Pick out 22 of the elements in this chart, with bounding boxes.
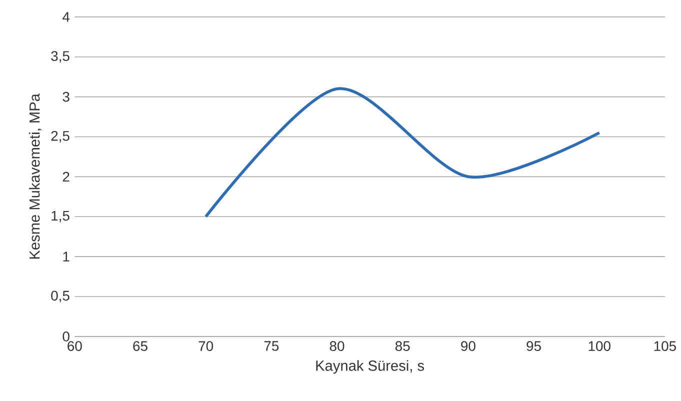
y-tick-label: 2: [62, 172, 70, 182]
y-axis-title: Kesme Mukavemeti, MPa: [29, 93, 42, 259]
x-tick-label: 95: [526, 341, 541, 351]
x-tick-label: 105: [654, 341, 676, 351]
y-tick-label: 3: [62, 92, 70, 102]
x-tick-label: 75: [264, 341, 279, 351]
x-tick-label: 60: [68, 341, 82, 351]
x-tick-label: 65: [133, 341, 148, 351]
y-tick-label: 0: [62, 331, 70, 342]
y-tick-label: 2,5: [51, 130, 70, 142]
x-tick-label: 85: [395, 341, 410, 351]
y-tick-label: 3,5: [51, 51, 70, 63]
x-tick-label: 90: [461, 341, 476, 351]
x-tick-label: 70: [198, 341, 214, 351]
x-axis-title: Kaynak Süresi, s: [316, 360, 424, 374]
y-tick-label: 1,5: [52, 210, 70, 222]
y-tick-label: 0,5: [51, 290, 70, 302]
y-tick-label: 4: [62, 12, 70, 22]
y-tick-label: 1: [63, 252, 70, 262]
line-series: [204, 87, 601, 218]
x-tick-label: 100: [588, 341, 610, 351]
x-tick-label: 80: [330, 341, 344, 351]
